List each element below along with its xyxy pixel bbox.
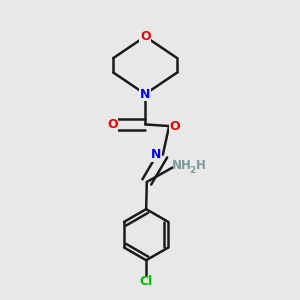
Text: H: H	[196, 160, 206, 172]
Text: O: O	[107, 118, 118, 131]
Text: Cl: Cl	[140, 275, 153, 288]
Text: NH: NH	[172, 160, 192, 172]
Text: O: O	[140, 30, 151, 43]
Text: O: O	[169, 119, 180, 133]
Text: N: N	[151, 148, 162, 161]
Text: N: N	[140, 88, 150, 100]
Text: 2: 2	[190, 166, 196, 175]
